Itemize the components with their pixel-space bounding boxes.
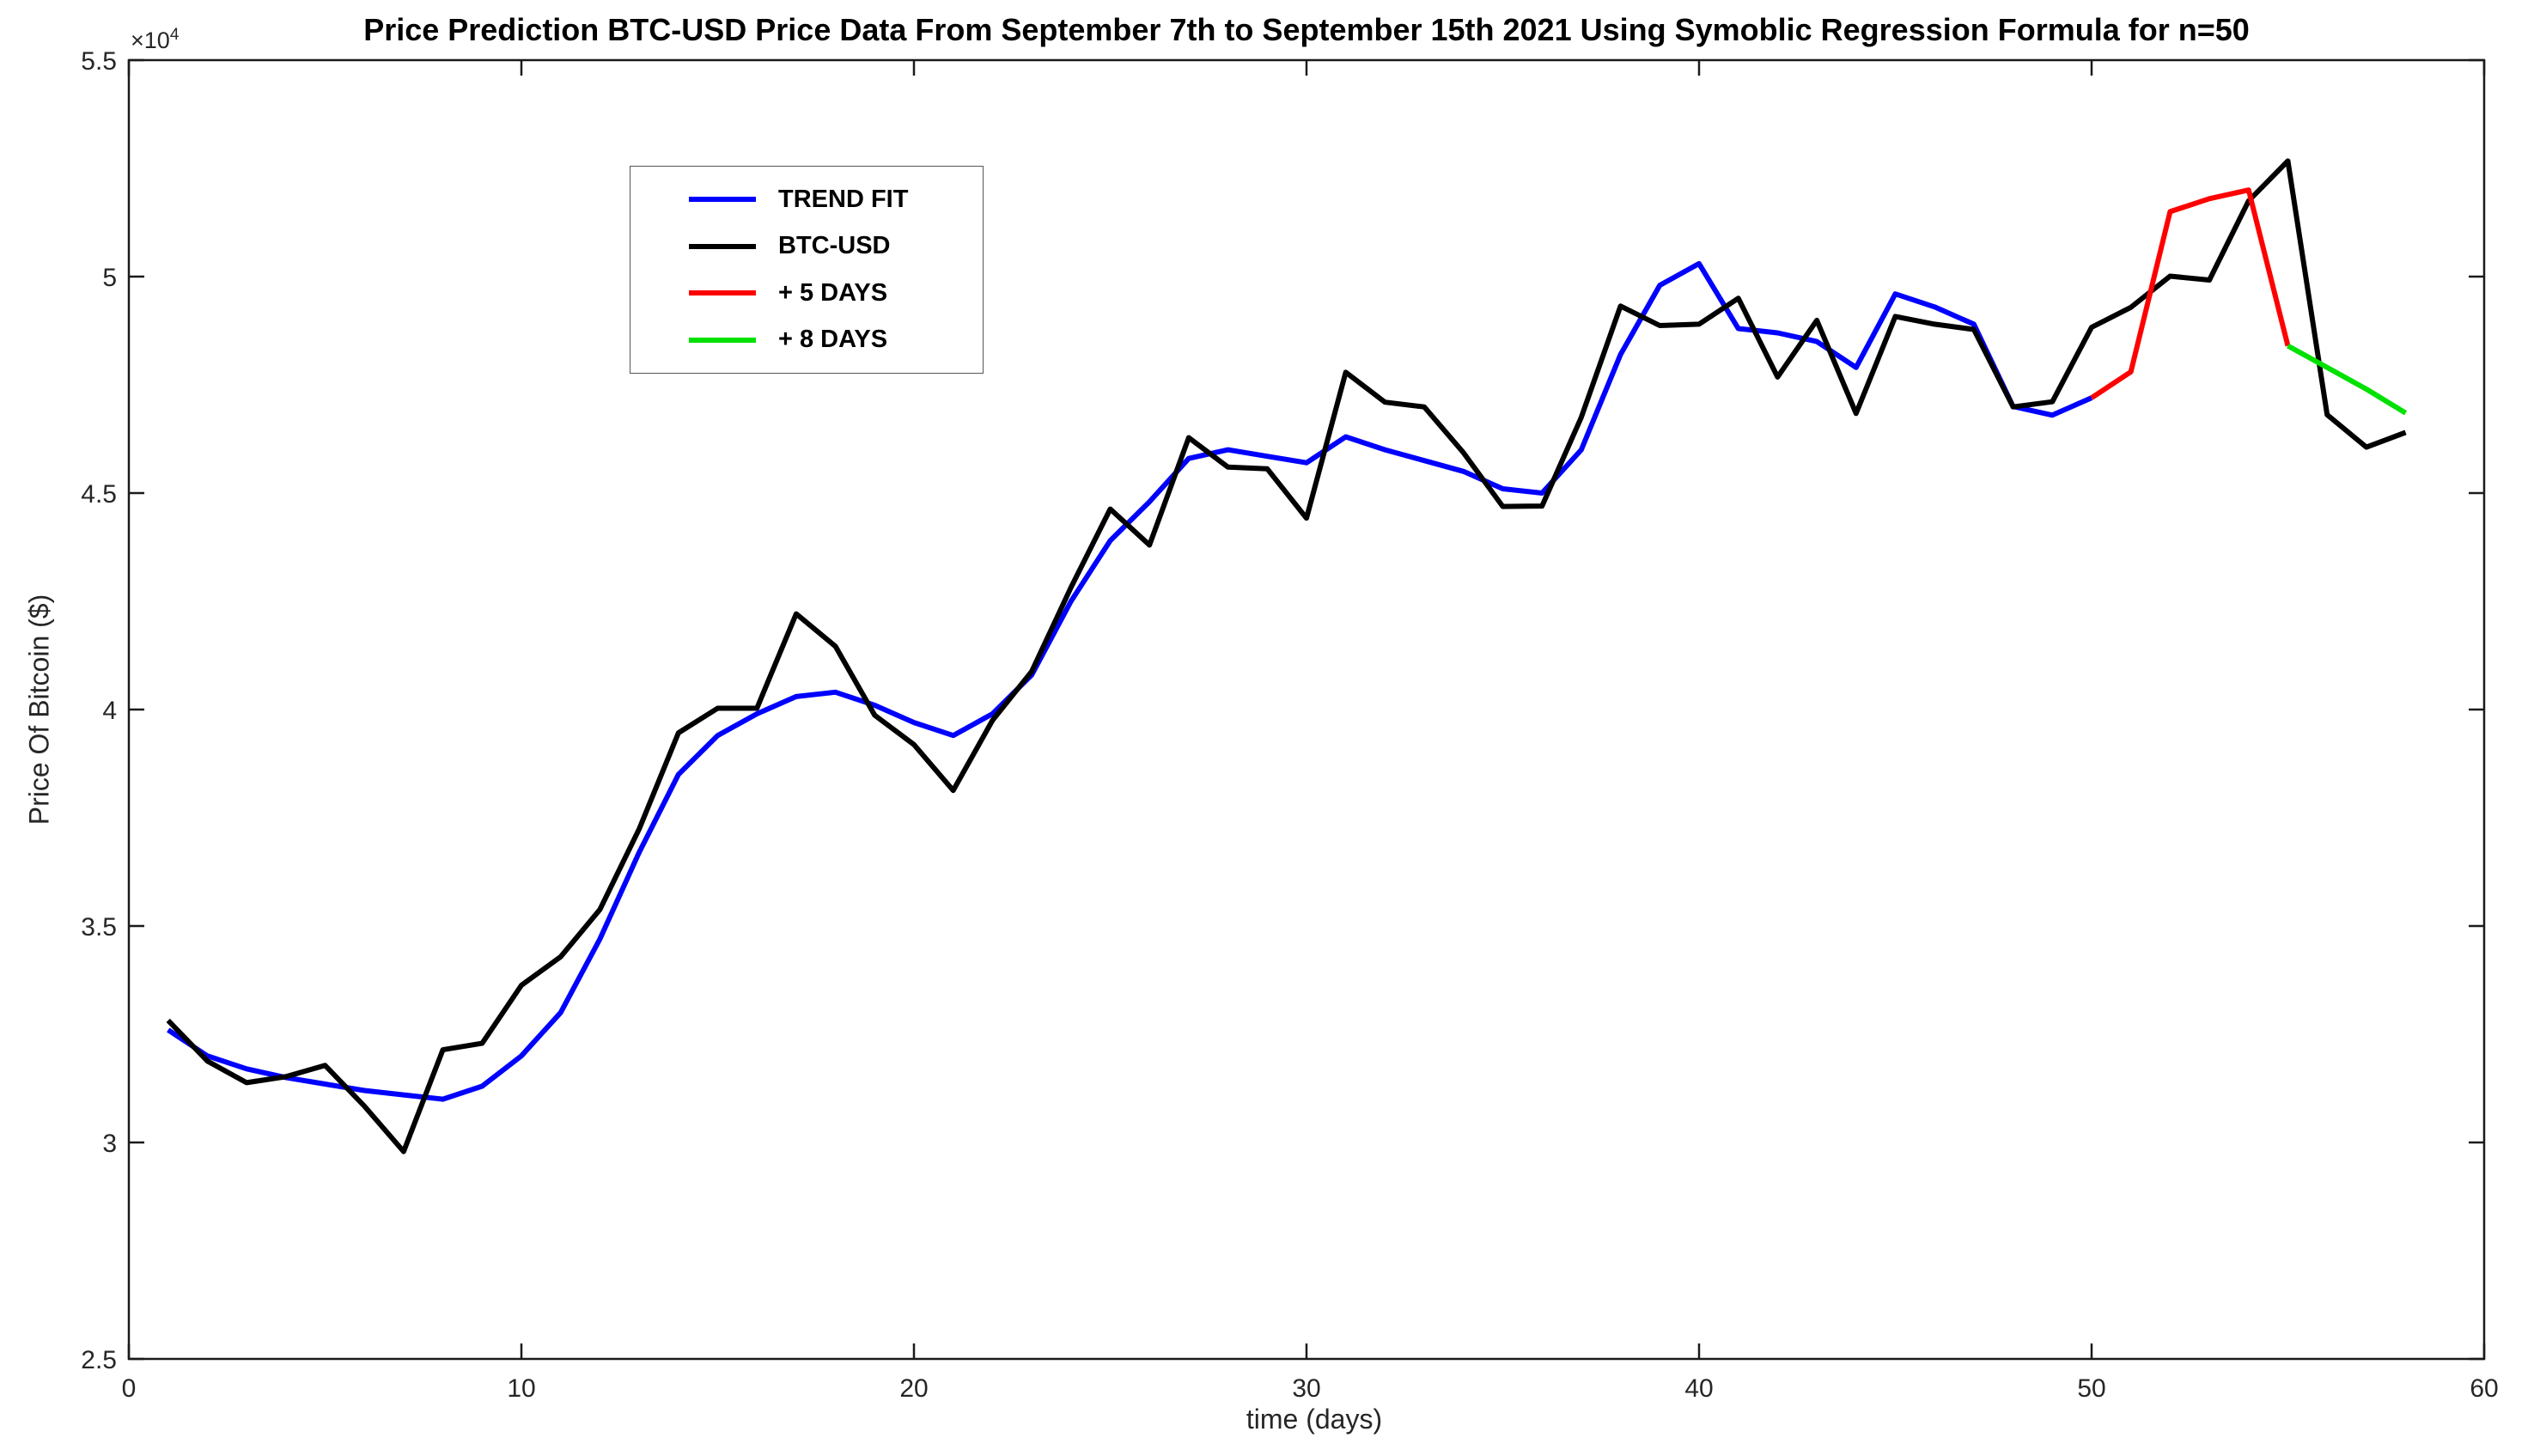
legend-label: TREND FIT — [778, 185, 909, 213]
y-axis-multiplier-exponent: 4 — [169, 26, 180, 44]
series-line-8-days — [2287, 343, 2408, 416]
y-tick-label: 2.5 — [81, 1346, 117, 1374]
y-axis-multiplier: ×104 — [131, 26, 179, 54]
series-line-5-days — [2090, 187, 2291, 400]
y-axis-multiplier-base: ×10 — [131, 27, 170, 53]
y-tick-label: 5 — [102, 264, 117, 292]
legend-item-4: + 8 DAYS — [630, 326, 983, 354]
legend-item-2: BTC-USD — [630, 232, 983, 260]
x-tick-label: 30 — [1292, 1374, 1320, 1403]
legend: TREND FIT BTC-USD + 5 DAYS + 8 DAYS — [630, 166, 984, 374]
legend-label: BTC-USD — [778, 232, 891, 260]
legend-swatch-line-icon — [689, 290, 756, 296]
legend-swatch-line-icon — [689, 197, 756, 203]
legend-item-1: TREND FIT — [630, 186, 983, 214]
legend-item-3: + 5 DAYS — [630, 279, 983, 308]
x-tick-label: 20 — [899, 1374, 928, 1403]
y-tick-label: 4.5 — [81, 480, 117, 509]
legend-label: + 5 DAYS — [778, 278, 888, 307]
legend-label: + 8 DAYS — [778, 326, 888, 354]
series-line-trend-fit — [167, 260, 2093, 1102]
y-tick-label: 4 — [102, 697, 117, 725]
y-tick-label: 3.5 — [81, 913, 117, 941]
x-tick-label: 60 — [2470, 1374, 2498, 1403]
x-tick-label: 40 — [1684, 1374, 1713, 1403]
chart-title: Price Prediction BTC-USD Price Data From… — [363, 12, 2250, 47]
axes-box — [127, 58, 2486, 1361]
y-tick-label: 5.5 — [81, 47, 117, 76]
x-axis-label: time (days) — [1246, 1404, 1383, 1435]
x-tick-label: 50 — [2077, 1374, 2105, 1403]
legend-swatch-line-icon — [689, 243, 756, 249]
y-tick-label: 3 — [102, 1130, 117, 1158]
series-line-btc-usd — [166, 158, 2407, 1154]
x-tick-label: 10 — [507, 1374, 535, 1403]
x-tick-label: 0 — [122, 1374, 137, 1403]
legend-swatch-line-icon — [689, 337, 756, 343]
